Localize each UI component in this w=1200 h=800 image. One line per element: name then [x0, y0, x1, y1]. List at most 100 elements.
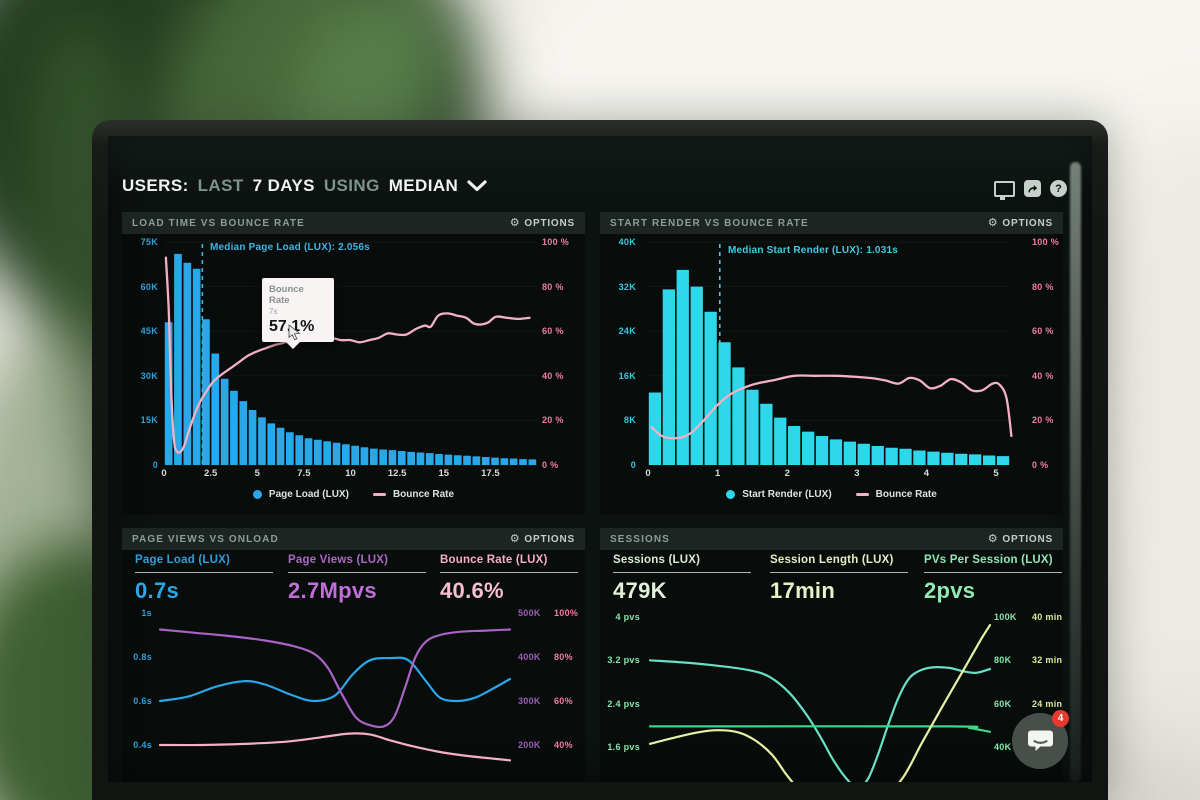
right-axis-tick: 100%: [554, 608, 579, 618]
laptop-screen: USERS: LAST 7 DAYS USING MEDIAN ?: [108, 136, 1092, 782]
start-render-bars: [648, 269, 1010, 465]
gear-icon: ⚙: [987, 217, 999, 229]
panel-title: START RENDER VS BOUNCE RATE: [610, 217, 809, 229]
left-axis-tick: 30K: [140, 370, 158, 381]
median-annotation: Median Start Render (LUX): 1.031s: [728, 245, 898, 256]
right-axis-tick: 80K: [994, 655, 1012, 666]
x-axis-tick: 4: [923, 468, 930, 479]
legend-swatch: [252, 490, 262, 499]
metric-underline: [288, 572, 426, 573]
x-axis-tick: 2.5: [204, 468, 218, 479]
legend-swatch: [726, 490, 736, 499]
right-axis-tick: 80 %: [542, 281, 564, 292]
legend-label: Bounce Rate: [875, 489, 937, 500]
laptop-bezel: USERS: LAST 7 DAYS USING MEDIAN ?: [92, 120, 1108, 800]
chat-widget-button[interactable]: 4: [1012, 710, 1069, 769]
options-label: OPTIONS: [524, 217, 575, 229]
chat-unread-badge: 4: [1052, 710, 1069, 727]
panel-title: SESSIONS: [610, 533, 670, 545]
panel-title: LOAD TIME VS BOUNCE RATE: [132, 217, 305, 229]
header-days-label: 7 DAYS: [252, 176, 315, 195]
series-line-pvs-per-session-lux-: [648, 725, 992, 733]
legend-label: Page Load (LUX): [268, 489, 349, 500]
left-axis-tick: 2.4 pvs: [607, 698, 640, 709]
header-median-label: MEDIAN: [388, 176, 459, 195]
legend-label: Bounce Rate: [392, 489, 455, 500]
panel-header: SESSIONS ⚙ OPTIONS: [600, 528, 1063, 550]
metric-page-views-lux-: Page Views (LUX) 2.7Mpvs: [288, 554, 426, 604]
series-line-sessions-lux-: [648, 659, 992, 782]
left-axis-tick: 0.6s: [133, 696, 152, 706]
help-icon[interactable]: ?: [1050, 180, 1067, 197]
options-button[interactable]: ⚙ OPTIONS: [510, 534, 575, 545]
right-axis-tick: 500K: [518, 608, 541, 618]
metric-bounce-rate-lux-: Bounce Rate (LUX) 40.6%: [440, 554, 578, 604]
metric-value: 479K: [613, 578, 667, 603]
right-axis-tick: 32 min: [1032, 655, 1063, 666]
gear-icon: ⚙: [509, 533, 521, 545]
x-axis-tick: 0: [161, 468, 167, 479]
legend-item: Bounce Rate: [372, 489, 455, 500]
right-axis-tick: 300K: [518, 696, 541, 706]
metric-page-load-lux-: Page Load (LUX) 0.7s: [135, 554, 273, 604]
left-axis-tick: 0.4s: [133, 740, 152, 750]
header-using-label: USING: [323, 176, 380, 195]
right-axis-tick: 40 %: [542, 370, 564, 381]
left-axis-tick: 75K: [140, 237, 158, 247]
left-axis-tick: 24K: [618, 326, 636, 337]
metric-value: 40.6%: [440, 578, 504, 603]
right-axis-tick: 40K: [994, 741, 1012, 752]
x-axis-tick: 12.5: [387, 468, 407, 479]
header-last-label: LAST: [197, 176, 244, 195]
left-axis-tick: 4 pvs: [615, 612, 640, 622]
page-views-chart[interactable]: [122, 550, 585, 782]
right-axis-tick: 100K: [994, 612, 1017, 622]
right-axis-tick: 60K: [994, 698, 1012, 709]
legend-swatch: [372, 493, 386, 496]
left-axis-tick: 40K: [618, 237, 636, 247]
right-axis-tick: 400K: [518, 652, 541, 662]
options-label: OPTIONS: [1002, 217, 1053, 229]
header-users-label: USERS:: [122, 176, 189, 195]
metric-underline: [440, 572, 578, 573]
gear-icon: ⚙: [987, 533, 999, 545]
users-range-dropdown[interactable]: USERS: LAST 7 DAYS USING MEDIAN: [122, 176, 487, 196]
share-icon[interactable]: [1024, 180, 1041, 197]
panel-sessions: SESSIONS ⚙ OPTIONS 4 pvs 3.2 pvs 2.4 pvs 1.6…: [600, 528, 1063, 782]
start-render-chart[interactable]: [600, 234, 1063, 515]
x-axis-tick: 10: [345, 468, 356, 479]
tooltip-subtitle: 7s: [269, 307, 278, 316]
panel-load-time-vs-bounce-rate: LOAD TIME VS BOUNCE RATE ⚙ OPTIONS Median…: [122, 212, 585, 515]
x-axis-tick: 7.5: [297, 468, 311, 479]
panel-title: PAGE VIEWS VS ONLOAD: [132, 533, 279, 545]
chart-legend: Page Load (LUX) Bounce Rate: [122, 489, 585, 500]
metric-value: 2.7Mpvs: [288, 578, 377, 603]
display-icon[interactable]: [994, 180, 1015, 200]
chart-legend: Start Render (LUX) Bounce Rate: [600, 489, 1063, 500]
sessions-chart[interactable]: [600, 550, 1063, 782]
x-axis-tick: 2: [784, 468, 790, 479]
options-button[interactable]: ⚙ OPTIONS: [988, 218, 1053, 229]
metric-underline: [613, 572, 751, 573]
left-axis-tick: 16K: [618, 370, 636, 381]
right-axis-tick: 0 %: [1032, 460, 1049, 470]
header-toolbar: ?: [994, 180, 1067, 200]
right-axis-tick: 200K: [518, 740, 541, 750]
options-label: OPTIONS: [1002, 533, 1053, 545]
left-axis-tick: 32K: [618, 281, 636, 292]
left-axis-tick: 0: [152, 460, 158, 470]
bounce-rate-line: [650, 374, 1013, 440]
left-axis-tick: 1s: [141, 608, 152, 618]
right-axis-tick: 40 %: [1032, 370, 1054, 381]
options-button[interactable]: ⚙ OPTIONS: [510, 218, 575, 229]
metric-value: 0.7s: [135, 578, 180, 603]
left-axis-tick: 0.8s: [133, 652, 152, 662]
options-button[interactable]: ⚙ OPTIONS: [988, 534, 1053, 545]
metric-sessions-lux-: Sessions (LUX) 479K: [613, 554, 751, 604]
legend-label: Start Render (LUX): [742, 489, 832, 500]
right-axis-tick: 60%: [554, 696, 573, 706]
load-time-chart[interactable]: [122, 234, 585, 515]
left-axis-tick: 8K: [623, 415, 636, 426]
legend-item: Page Load (LUX): [252, 489, 349, 500]
